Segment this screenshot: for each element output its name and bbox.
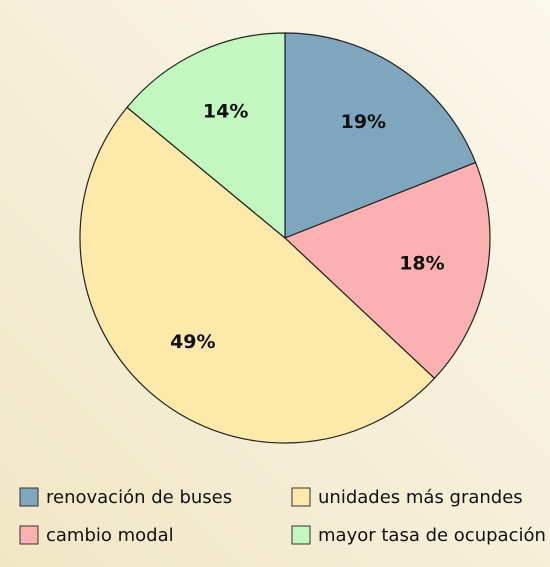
pie-slice <box>126 32 286 240</box>
legend-label: mayor tasa de ocupación <box>318 525 546 546</box>
pie-slice <box>79 106 436 444</box>
pie-slice <box>283 161 491 380</box>
data-label: 14% <box>203 100 248 122</box>
data-label: 19% <box>341 111 386 133</box>
legend-label: renovación de buses <box>46 487 232 508</box>
data-label: 49% <box>170 331 215 353</box>
legend-swatch <box>291 525 311 545</box>
legend-swatch <box>19 525 39 545</box>
data-label: 18% <box>399 253 444 275</box>
legend-swatch <box>19 487 39 507</box>
legend-label: cambio modal <box>46 525 174 546</box>
pie-slice <box>284 32 477 239</box>
legend-label: unidades más grandes <box>318 487 523 508</box>
legend-swatch <box>291 487 311 507</box>
